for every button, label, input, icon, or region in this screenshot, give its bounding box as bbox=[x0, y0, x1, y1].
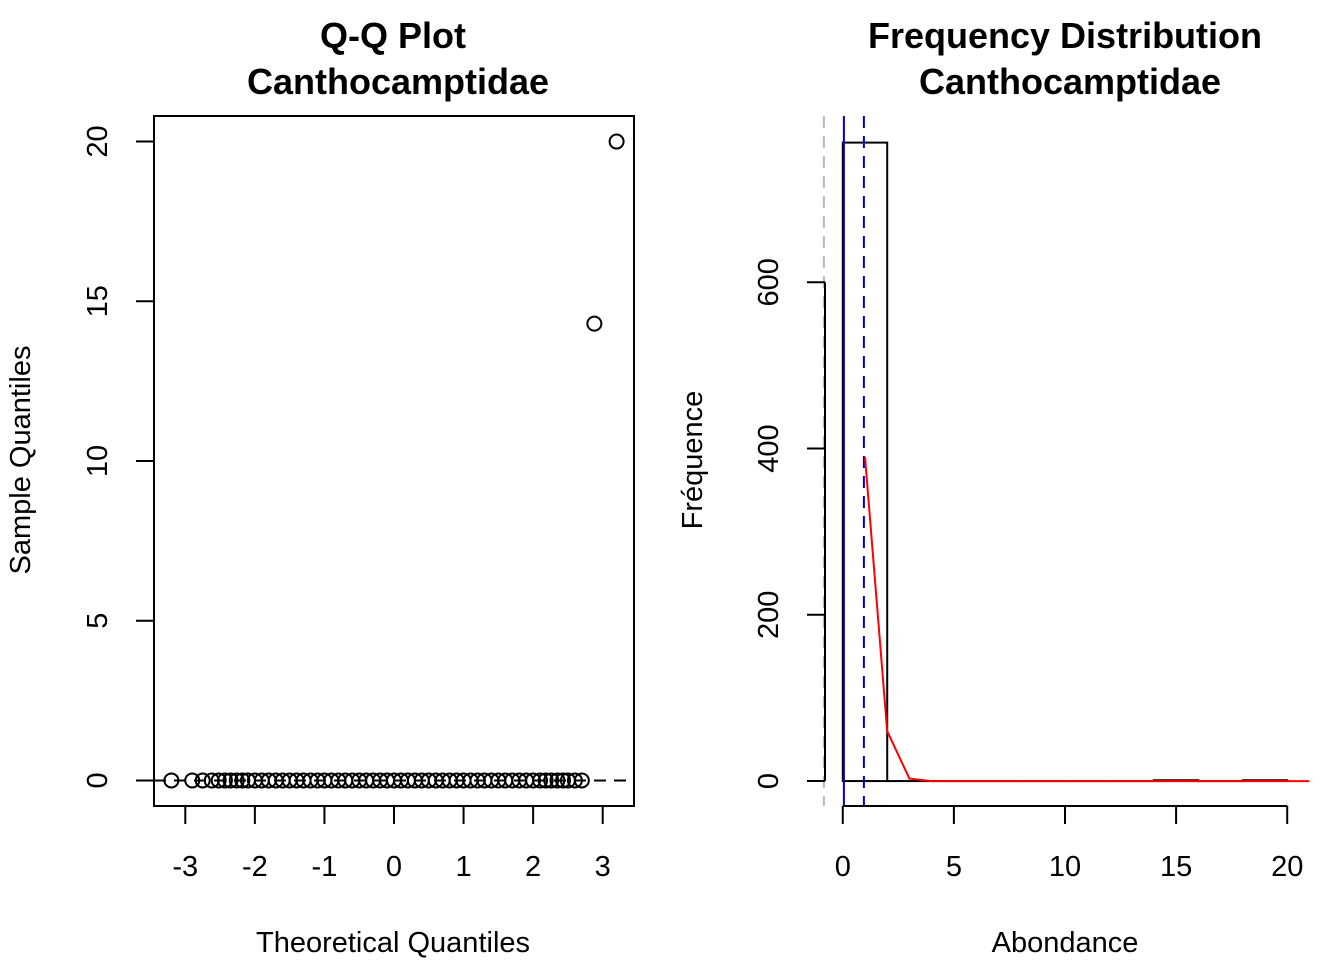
qq-y-tick-label: 10 bbox=[82, 445, 114, 477]
qq-point bbox=[573, 772, 590, 789]
qq-title: Q-Q Plot bbox=[320, 15, 466, 56]
qq-point bbox=[608, 133, 625, 150]
hist-x-axis-label: Abondance bbox=[992, 927, 1139, 959]
qq-subtitle: Canthocamptidae bbox=[247, 61, 549, 102]
qq-x-tick-label: -1 bbox=[312, 851, 338, 883]
qq-points bbox=[163, 133, 625, 789]
qq-y-tick-label: 15 bbox=[82, 285, 114, 317]
hist-x-tick-label: 15 bbox=[1160, 851, 1192, 883]
qq-y-tick-label: 5 bbox=[82, 613, 114, 629]
qq-point bbox=[525, 772, 542, 789]
qq-x-tick-label: 3 bbox=[595, 851, 611, 883]
hist-x-tick-label: 10 bbox=[1049, 851, 1081, 883]
hist-y-axis: 0 200 400 600 bbox=[753, 258, 826, 789]
histogram-bars bbox=[841, 141, 1289, 783]
qq-x-axis: -3 -2 -1 0 1 2 3 bbox=[172, 805, 611, 883]
qq-point bbox=[537, 772, 554, 789]
histogram-bar bbox=[841, 141, 889, 783]
qq-point bbox=[216, 772, 233, 789]
qq-x-tick-label: -3 bbox=[172, 851, 198, 883]
hist-title: Frequency Distribution bbox=[868, 15, 1262, 56]
qq-x-tick-label: 1 bbox=[455, 851, 471, 883]
qq-x-tick-label: -2 bbox=[242, 851, 268, 883]
histogram-panel: Frequency Distribution Canthocamptidae A… bbox=[677, 15, 1310, 959]
hist-x-tick-label: 0 bbox=[835, 851, 851, 883]
qq-plot-panel: Q-Q Plot Canthocamptidae Theoretical Qua… bbox=[5, 15, 635, 959]
hist-x-tick-label: 20 bbox=[1271, 851, 1303, 883]
qq-y-axis-label: Sample Quantiles bbox=[5, 346, 37, 575]
hist-y-tick-label: 400 bbox=[753, 424, 785, 472]
qq-point bbox=[532, 772, 549, 789]
hist-x-axis: 0 5 10 15 20 bbox=[835, 805, 1303, 883]
qq-point bbox=[543, 772, 560, 789]
qq-point bbox=[566, 772, 583, 789]
qq-plot-frame bbox=[153, 115, 635, 807]
hist-y-tick-label: 0 bbox=[753, 773, 785, 789]
qq-y-axis: 0 5 10 15 20 bbox=[82, 125, 154, 789]
qq-point bbox=[586, 315, 603, 332]
qq-point bbox=[228, 772, 245, 789]
qq-point bbox=[222, 772, 239, 789]
hist-y-axis-label: Fréquence bbox=[677, 391, 709, 530]
hist-subtitle: Canthocamptidae bbox=[919, 61, 1221, 102]
qq-point bbox=[549, 772, 566, 789]
hist-y-tick-label: 600 bbox=[753, 258, 785, 306]
qq-y-tick-label: 20 bbox=[82, 125, 114, 157]
qq-point bbox=[184, 772, 201, 789]
hist-y-tick-label: 200 bbox=[753, 591, 785, 639]
qq-x-tick-label: 2 bbox=[525, 851, 541, 883]
histogram-reference-lines bbox=[822, 116, 865, 806]
qq-x-tick-label: 0 bbox=[386, 851, 402, 883]
qq-point bbox=[234, 772, 251, 789]
hist-x-tick-label: 5 bbox=[946, 851, 962, 883]
qq-point bbox=[163, 772, 180, 789]
density-curve-line bbox=[864, 456, 1310, 783]
qq-point bbox=[194, 772, 211, 789]
qq-x-axis-label: Theoretical Quantiles bbox=[256, 927, 530, 959]
qq-point bbox=[555, 772, 572, 789]
qq-point bbox=[210, 772, 227, 789]
qq-y-tick-label: 0 bbox=[82, 772, 114, 788]
density-curve bbox=[864, 456, 1310, 783]
